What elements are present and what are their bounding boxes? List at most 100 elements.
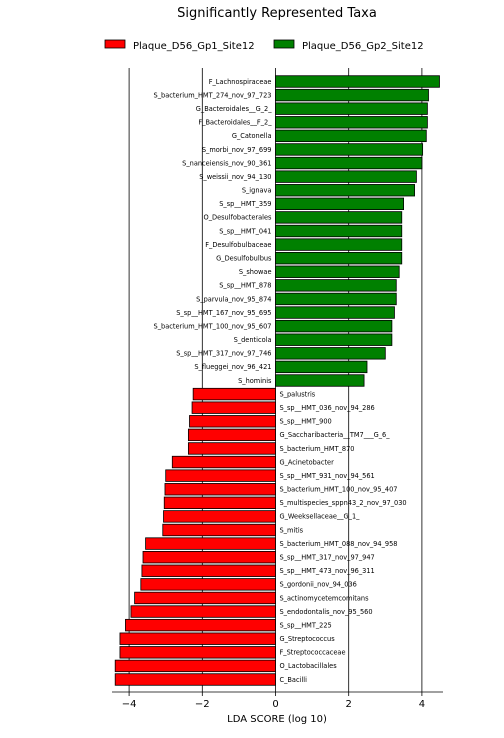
bar-label: F_Lachnospiraceae (209, 78, 272, 86)
bar-label: G_Bacteroidales__G_2_ (196, 105, 272, 113)
x-tick-label: −4 (122, 699, 137, 710)
bar-label: S_parvula_nov_95_874 (196, 295, 271, 303)
bar-label: F_Desulfobulbaceae (205, 241, 271, 249)
bar (275, 347, 386, 360)
x-axis-label: LDA SCORE (log 10) (227, 714, 327, 725)
bar-label: S_bacterium_HMT_088_nov_94_958 (280, 540, 398, 548)
bar-label: S_nanceiensis_nov_90_361 (182, 159, 271, 167)
legend: Plaque_D56_Gp1_Site12 Plaque_D56_Gp2_Sit… (104, 39, 424, 52)
bar (187, 428, 276, 442)
bar (275, 170, 417, 183)
bar-label: S_endodontalis_nov_95_560 (280, 608, 373, 616)
bar-label: O_Lactobacillales (280, 662, 338, 670)
bar-label: S_sp__HMT_931_nov_94_561 (280, 472, 375, 480)
bar (163, 496, 276, 509)
bar (275, 129, 427, 143)
bar (191, 401, 276, 414)
bar-label: S_hominis (238, 377, 272, 385)
bar (163, 510, 276, 523)
bar (275, 265, 400, 278)
legend-label-gp1: Plaque_D56_Gp1_Site12 (133, 41, 255, 52)
bar (275, 88, 429, 102)
bar-label: S_sp__HMT_317_nov_97_746 (176, 350, 271, 358)
bar-label: S_denticola (234, 336, 272, 344)
bar-label: G_Acinetobacter (280, 458, 335, 466)
bar-label: G_Desulfobulbus (216, 254, 272, 262)
bar-label: S_ignava (242, 187, 272, 195)
bar (171, 455, 276, 469)
bar (275, 292, 397, 306)
bar-label: F_Bacteroidales__F_2_ (198, 119, 272, 127)
bar-label: S_sp__HMT_167_nov_95_695 (176, 309, 271, 317)
bar (275, 197, 405, 210)
legend-swatch-gp2 (273, 39, 295, 49)
bar-label: S_palustris (280, 390, 316, 398)
bar-label: S_bacterium_HMT_274_nov_97_723 (154, 91, 272, 99)
x-tick-label: 2 (346, 699, 352, 710)
bar (119, 646, 276, 659)
bar-label: S_showae (239, 268, 272, 276)
bar-label: S_gordonii_nov_94_036 (280, 581, 357, 589)
bar (275, 252, 403, 265)
bar-label: S_flueggei_nov_96_421 (194, 363, 271, 371)
bar-label: S_bacterium_HMT_100_nov_95_607 (154, 322, 272, 330)
legend-swatch-gp1 (104, 39, 126, 49)
bar (192, 387, 276, 401)
bar-label: O_Desulfobacterales (204, 214, 273, 222)
bar (275, 102, 428, 115)
bar-label: S_morbi_nov_97_699 (202, 146, 272, 154)
bar (275, 143, 424, 156)
bar (275, 156, 423, 170)
bar-label: S_bacterium_HMT_870 (280, 445, 355, 453)
bar (134, 591, 276, 605)
bar (275, 279, 397, 292)
bar-label: S_sp__HMT_036_nov_94_286 (280, 404, 375, 412)
bar (142, 551, 276, 564)
bar (187, 442, 276, 455)
bar (162, 523, 276, 537)
bar (275, 319, 393, 333)
bar (145, 537, 276, 550)
x-tick-label: −2 (195, 699, 210, 710)
bar-label: C_Bacilli (280, 676, 308, 684)
bar (125, 618, 276, 632)
bar (114, 673, 276, 686)
bar (165, 469, 276, 482)
bar-label: S_multispecies_sppn43_2_nov_97_030 (280, 499, 407, 507)
bar (275, 116, 428, 129)
bar-label: S_sp__HMT_317_nov_97_947 (280, 553, 375, 561)
bar-label: F_Streptococcaceae (280, 649, 346, 657)
bar-label: G_Saccharibacteria__TM7___G_6_ (280, 431, 391, 439)
bar-label: G_Streptococcus (280, 635, 336, 643)
bar-label: S_sp__HMT_878 (219, 282, 271, 290)
bar (275, 374, 365, 387)
bar (275, 184, 415, 197)
bar (141, 564, 276, 577)
bar (275, 211, 403, 224)
bar (114, 659, 276, 673)
bar (130, 605, 276, 618)
bar-label: G_Weeksellaceae__G_1_ (280, 513, 361, 521)
bar (275, 333, 393, 346)
legend-label-gp2: Plaque_D56_Gp2_Site12 (302, 41, 424, 52)
x-tick-label: 0 (272, 699, 278, 710)
bar (119, 632, 276, 645)
bar-label: S_weissii_nov_94_130 (199, 173, 271, 181)
bar (275, 75, 440, 88)
x-axis: −4 −2 0 2 4 (112, 691, 443, 710)
bar-label: S_sp__HMT_041 (219, 227, 271, 235)
bar-label: S_sp__HMT_473_nov_96_311 (280, 567, 375, 575)
bar-label: S_mitis (280, 526, 304, 534)
bar (189, 415, 276, 428)
bar (275, 360, 368, 374)
bar (140, 578, 276, 591)
bar (164, 483, 276, 496)
bars (114, 75, 440, 686)
bar-labels: F_Lachnospiraceae S_bacterium_HMT_274_nov… (154, 78, 407, 684)
bar-label: S_sp__HMT_900 (280, 418, 332, 426)
bar-label: G_Catonella (232, 132, 272, 140)
bar-label: S_bacterium_HMT_100_nov_95_407 (280, 486, 398, 494)
bar-label: S_sp__HMT_359 (219, 200, 271, 208)
bar-label: S_sp__HMT_225 (280, 621, 332, 629)
